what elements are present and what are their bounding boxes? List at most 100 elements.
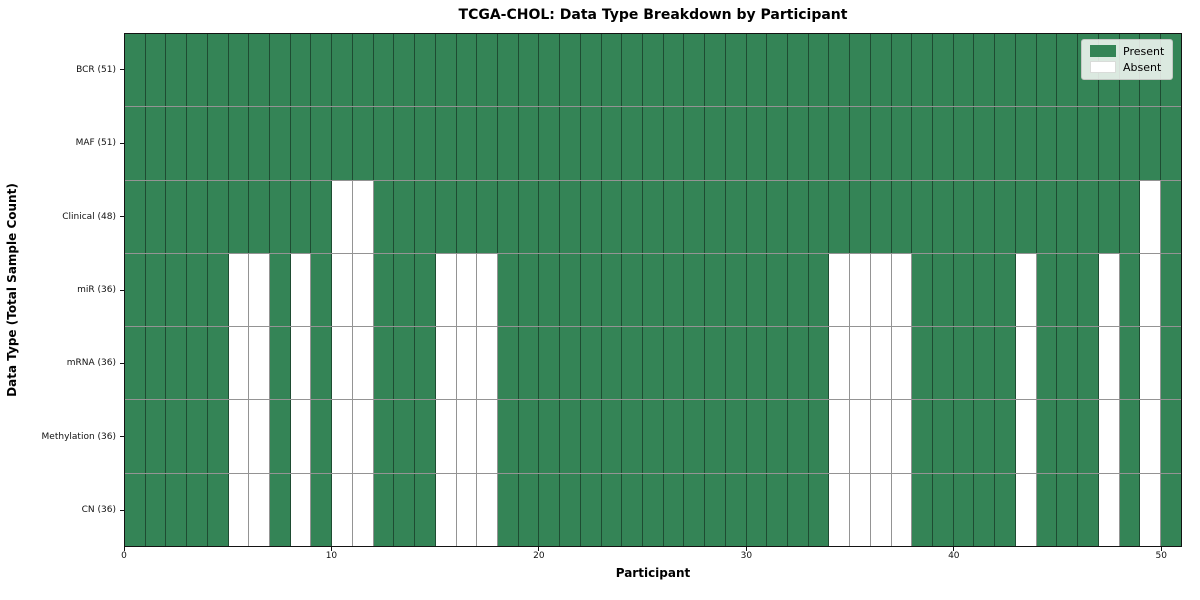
cell-mRNA-24-present	[622, 327, 643, 400]
cell-mRNA-5-absent	[228, 327, 250, 400]
cell-miR-21-present	[560, 253, 581, 327]
heatmap-row-miR	[125, 252, 1181, 327]
cell-MAF-2-present	[166, 107, 188, 180]
cell-MAF-23-present	[601, 107, 623, 180]
cell-Clinical-13-present	[394, 180, 416, 253]
cell-Methylation-12-present	[373, 400, 395, 473]
cell-Clinical-10-absent	[332, 180, 353, 253]
cell-miR-1-present	[145, 253, 167, 327]
y-tick-mark	[120, 289, 124, 291]
absent-swatch-icon	[1090, 61, 1116, 73]
cell-miR-17-absent	[477, 253, 498, 327]
cell-BCR-23-present	[601, 34, 623, 107]
cell-Methylation-3-present	[187, 400, 208, 473]
cell-BCR-3-present	[187, 34, 208, 107]
cell-MAF-26-present	[663, 107, 685, 180]
cell-miR-0-present	[125, 253, 146, 327]
cell-CN-3-present	[187, 473, 208, 546]
cell-mRNA-16-absent	[456, 327, 478, 400]
cell-BCR-34-present	[829, 34, 851, 107]
cell-CN-37-absent	[891, 473, 913, 546]
cell-Clinical-31-present	[767, 180, 788, 253]
cell-MAF-0-present	[125, 107, 146, 180]
legend-item-present: Present	[1090, 45, 1164, 57]
heatmap-row-MAF	[125, 106, 1181, 180]
cell-mRNA-48-present	[1119, 327, 1141, 400]
cell-Methylation-1-present	[145, 400, 167, 473]
cell-Methylation-21-present	[560, 400, 581, 473]
cell-miR-35-absent	[850, 253, 871, 327]
cell-Clinical-27-present	[684, 180, 706, 253]
cell-mRNA-33-present	[808, 327, 830, 400]
cell-mRNA-40-present	[953, 327, 975, 400]
y-tick-mark	[120, 509, 124, 511]
cell-mRNA-26-present	[663, 327, 685, 400]
cell-mRNA-50-present	[1160, 327, 1181, 400]
x-axis-label: Participant	[615, 566, 691, 580]
cell-CN-33-present	[808, 473, 830, 546]
cell-miR-25-present	[642, 253, 664, 327]
cell-BCR-4-present	[207, 34, 229, 107]
cell-MAF-6-present	[249, 107, 271, 180]
cell-MAF-41-present	[974, 107, 996, 180]
cell-MAF-3-present	[187, 107, 208, 180]
cell-miR-40-present	[953, 253, 975, 327]
cell-miR-14-present	[415, 253, 436, 327]
cell-Methylation-8-absent	[290, 400, 312, 473]
chart-title: TCGA-CHOL: Data Type Breakdown by Partic…	[458, 7, 848, 23]
cell-mRNA-0-present	[125, 327, 146, 400]
cell-CN-15-absent	[435, 473, 457, 546]
cell-Clinical-26-present	[663, 180, 685, 253]
y-tick-mark	[120, 142, 124, 144]
cell-miR-23-present	[601, 253, 623, 327]
cell-BCR-18-present	[497, 34, 519, 107]
cell-mRNA-15-absent	[435, 327, 457, 400]
y-tick-label-miR: miR (36)	[77, 285, 116, 295]
cell-Methylation-4-present	[207, 400, 229, 473]
cell-BCR-13-present	[394, 34, 416, 107]
cell-CN-12-present	[373, 473, 395, 546]
cell-Clinical-46-present	[1078, 180, 1099, 253]
cell-MAF-50-present	[1160, 107, 1181, 180]
cell-CN-24-present	[622, 473, 643, 546]
cell-miR-49-absent	[1140, 253, 1161, 327]
cell-Methylation-5-absent	[228, 400, 250, 473]
cell-miR-24-present	[622, 253, 643, 327]
cell-BCR-32-present	[788, 34, 809, 107]
cell-Clinical-6-present	[249, 180, 271, 253]
y-tick-mark	[120, 69, 124, 71]
cell-MAF-28-present	[705, 107, 726, 180]
cell-miR-8-absent	[290, 253, 312, 327]
cell-miR-18-present	[497, 253, 519, 327]
cell-CN-5-absent	[228, 473, 250, 546]
cell-mRNA-9-present	[311, 327, 333, 400]
cell-miR-45-present	[1057, 253, 1079, 327]
cell-MAF-43-present	[1015, 107, 1037, 180]
cell-mRNA-36-absent	[870, 327, 892, 400]
cell-Methylation-11-absent	[352, 400, 374, 473]
cell-Clinical-38-present	[912, 180, 934, 253]
cell-mRNA-37-absent	[891, 327, 913, 400]
y-tick-mark	[120, 436, 124, 438]
cell-CN-48-present	[1119, 473, 1141, 546]
cell-mRNA-14-present	[415, 327, 436, 400]
cell-CN-26-present	[663, 473, 685, 546]
cell-Methylation-42-present	[995, 400, 1016, 473]
cell-miR-3-present	[187, 253, 208, 327]
cell-BCR-29-present	[725, 34, 747, 107]
cell-Clinical-11-absent	[352, 180, 374, 253]
cell-CN-41-present	[974, 473, 996, 546]
cell-BCR-17-present	[477, 34, 498, 107]
cell-Methylation-17-absent	[477, 400, 498, 473]
cell-MAF-20-present	[539, 107, 561, 180]
cell-CN-38-present	[912, 473, 934, 546]
cell-Methylation-43-absent	[1015, 400, 1037, 473]
cell-MAF-16-present	[456, 107, 478, 180]
cell-mRNA-19-present	[518, 327, 540, 400]
cell-CN-34-absent	[829, 473, 851, 546]
cell-MAF-49-present	[1140, 107, 1161, 180]
cell-mRNA-38-present	[912, 327, 934, 400]
cell-miR-50-present	[1160, 253, 1181, 327]
cell-miR-2-present	[166, 253, 188, 327]
x-tick-mark	[123, 547, 125, 551]
